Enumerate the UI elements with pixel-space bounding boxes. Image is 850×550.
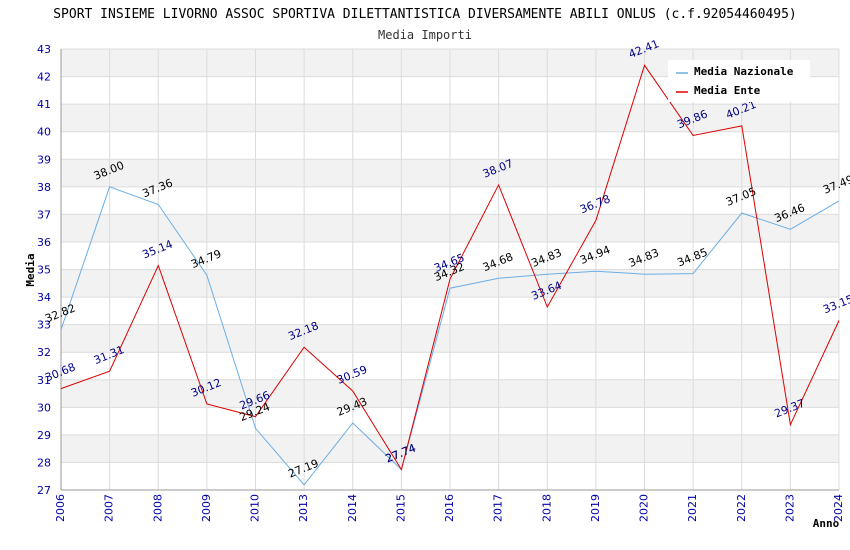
x-tick-label: 2008: [151, 494, 164, 522]
data-label: 34.94: [578, 243, 612, 267]
y-tick-label: 34: [37, 291, 51, 304]
x-tick-label: 2023: [783, 494, 796, 522]
data-label: 37.05: [724, 185, 758, 209]
y-tick-label: 43: [37, 43, 51, 56]
y-tick-label: 40: [37, 126, 51, 139]
x-tick-label: 2019: [589, 494, 602, 522]
y-tick-label: 32: [37, 346, 51, 359]
y-tick-label: 38: [37, 181, 51, 194]
x-tick-label: 2015: [394, 494, 407, 522]
legend-box: [668, 60, 810, 102]
x-tick-label: 2017: [492, 494, 505, 522]
x-tick-label: 2016: [443, 494, 456, 522]
data-label: 34.79: [189, 247, 223, 271]
y-tick-label: 29: [37, 429, 51, 442]
y-tick-label: 30: [37, 401, 51, 414]
x-tick-label: 2009: [200, 494, 213, 522]
x-tick-label: 2018: [540, 494, 553, 522]
series-lines: [60, 64, 840, 486]
x-tick-label: 2014: [346, 494, 359, 522]
y-tick-label: 37: [37, 208, 51, 221]
y-axis-ticks: 27 28 29 30 31 32 33 34 35 36 37 38 39 40 41 42 43: [37, 43, 51, 497]
y-tick-label: 42: [37, 71, 51, 84]
chart-subtitle: Media Importi: [378, 28, 472, 42]
data-label: 36.78: [578, 192, 612, 216]
axes: [60, 49, 839, 491]
legend-label-media-nazionale: Media Nazionale: [694, 65, 794, 78]
x-tick-label: 2021: [686, 494, 699, 522]
series-line-media-nazionale: [60, 186, 840, 486]
chart-title: SPORT INSIEME LIVORNO ASSOC SPORTIVA DIL…: [53, 7, 797, 22]
y-tick-label: 28: [37, 456, 51, 469]
y-tick-label: 27: [37, 484, 51, 497]
data-label: 32.82: [43, 302, 77, 326]
y-tick-label: 41: [37, 98, 51, 111]
series-line-media-ente: [60, 64, 840, 471]
data-label: 34.83: [530, 246, 564, 270]
x-axis-label: Anno: [813, 517, 840, 530]
legend-label-media-ente: Media Ente: [694, 84, 761, 97]
x-tick-label: 2007: [103, 494, 116, 522]
y-axis-label: Media: [24, 253, 37, 286]
y-tick-label: 33: [37, 319, 51, 332]
x-axis-ticks: 2006 2007 2008 2009 2010 2013 2014 2015 2016 2017…: [54, 494, 845, 522]
x-tick-label: 2024: [832, 494, 845, 522]
y-tick-label: 31: [37, 374, 51, 387]
y-tick-label: 35: [37, 264, 51, 277]
y-tick-label: 36: [37, 236, 51, 249]
data-label: 34.83: [627, 246, 661, 270]
x-tick-label: 2020: [638, 494, 651, 522]
x-tick-label: 2013: [297, 494, 310, 522]
data-label: 34.85: [675, 246, 709, 270]
x-tick-label: 2010: [249, 494, 262, 522]
y-tick-label: 39: [37, 153, 51, 166]
legend: Media Nazionale Media Ente: [668, 60, 810, 102]
x-tick-label: 2006: [54, 494, 67, 522]
x-tick-label: 2022: [735, 494, 748, 522]
